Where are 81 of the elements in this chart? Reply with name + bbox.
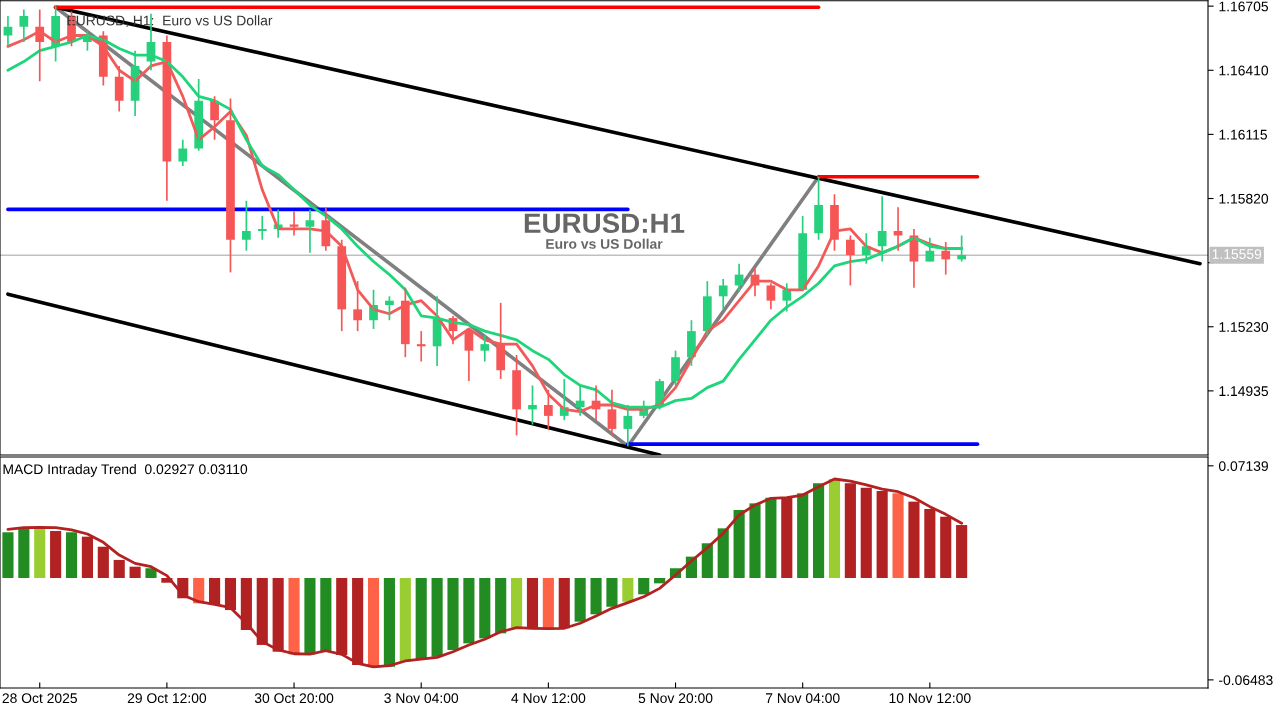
candlestick xyxy=(226,97,235,274)
bar xyxy=(18,527,30,578)
x-tick-label: 28 Oct 2025 xyxy=(2,693,77,704)
line-series xyxy=(6,477,964,669)
bar xyxy=(733,509,745,578)
y-tick-label: 1.16705 xyxy=(1219,1,1269,12)
bar xyxy=(717,528,729,578)
candlestick xyxy=(512,354,521,437)
bar xyxy=(272,578,284,652)
candlestick xyxy=(242,199,251,252)
y-tick-label: 1.15230 xyxy=(1219,322,1269,332)
bar xyxy=(352,578,364,666)
bar xyxy=(860,487,872,578)
bar xyxy=(590,578,602,615)
y-tick-label: 1.14935 xyxy=(1219,386,1269,397)
bar xyxy=(113,559,125,578)
candlestick xyxy=(846,234,855,287)
bar xyxy=(606,578,618,607)
x-tick-label: 4 Nov 12:00 xyxy=(511,693,586,704)
bar xyxy=(129,566,141,578)
bar xyxy=(97,546,109,578)
bar xyxy=(797,493,809,578)
y-tick-label: 1.16115 xyxy=(1219,129,1268,140)
bar xyxy=(940,516,952,578)
bar xyxy=(574,578,586,622)
bar xyxy=(892,493,904,578)
bar xyxy=(558,578,570,629)
x-tick-label: 10 Nov 12:00 xyxy=(889,693,971,704)
bar xyxy=(288,578,300,655)
bar xyxy=(304,578,316,655)
x-tick-label: 29 Oct 12:00 xyxy=(127,693,207,704)
bar xyxy=(701,543,713,578)
x-tick-label: 5 Nov 20:00 xyxy=(638,693,713,704)
bar xyxy=(240,578,252,631)
chart-title: MACD Intraday Trend 0.02927 0.03110 xyxy=(3,463,248,477)
bar xyxy=(813,483,825,578)
bar xyxy=(224,578,237,611)
bar xyxy=(81,536,93,578)
bar xyxy=(542,578,554,630)
bar xyxy=(908,501,920,578)
candlestick xyxy=(814,175,823,241)
x-tick-label: 3 Nov 04:00 xyxy=(384,693,459,704)
bar xyxy=(479,578,491,639)
bar xyxy=(447,578,459,650)
bar xyxy=(399,578,411,662)
bar xyxy=(844,483,856,578)
bar xyxy=(415,578,427,660)
candlestick xyxy=(353,280,362,332)
y-tick-label: 0.07139 xyxy=(1218,461,1268,471)
y-tick-label: -0.06483 xyxy=(1219,675,1273,686)
bar xyxy=(781,497,793,578)
y-tick-label: 1.15820 xyxy=(1219,193,1269,204)
bar xyxy=(431,578,443,657)
bar xyxy=(495,578,507,634)
bar xyxy=(654,578,666,584)
bar xyxy=(828,479,841,578)
bar xyxy=(320,578,332,652)
bar xyxy=(749,503,761,578)
bar xyxy=(367,578,380,668)
bar xyxy=(383,578,395,667)
bar xyxy=(336,578,348,655)
bar xyxy=(65,532,78,578)
y-tick-label: 1.16410 xyxy=(1219,65,1269,76)
bar xyxy=(2,532,14,578)
bar xyxy=(765,497,777,578)
x-tick-label: 30 Oct 20:00 xyxy=(254,693,334,704)
text: EURUSD:H1 xyxy=(524,213,685,234)
bar xyxy=(622,578,634,602)
bar xyxy=(526,578,539,630)
bar xyxy=(638,578,650,595)
bar xyxy=(34,527,46,578)
bar xyxy=(876,490,888,578)
x-tick-label: 7 Nov 04:00 xyxy=(765,693,840,704)
bar xyxy=(924,509,936,578)
text: Euro vs US Dollar xyxy=(546,238,663,249)
ref-line-label: 1.15559 xyxy=(1212,249,1262,259)
bar xyxy=(463,578,475,644)
bar xyxy=(209,578,221,606)
bar xyxy=(256,578,268,645)
bar xyxy=(511,578,523,628)
bar xyxy=(50,531,62,578)
